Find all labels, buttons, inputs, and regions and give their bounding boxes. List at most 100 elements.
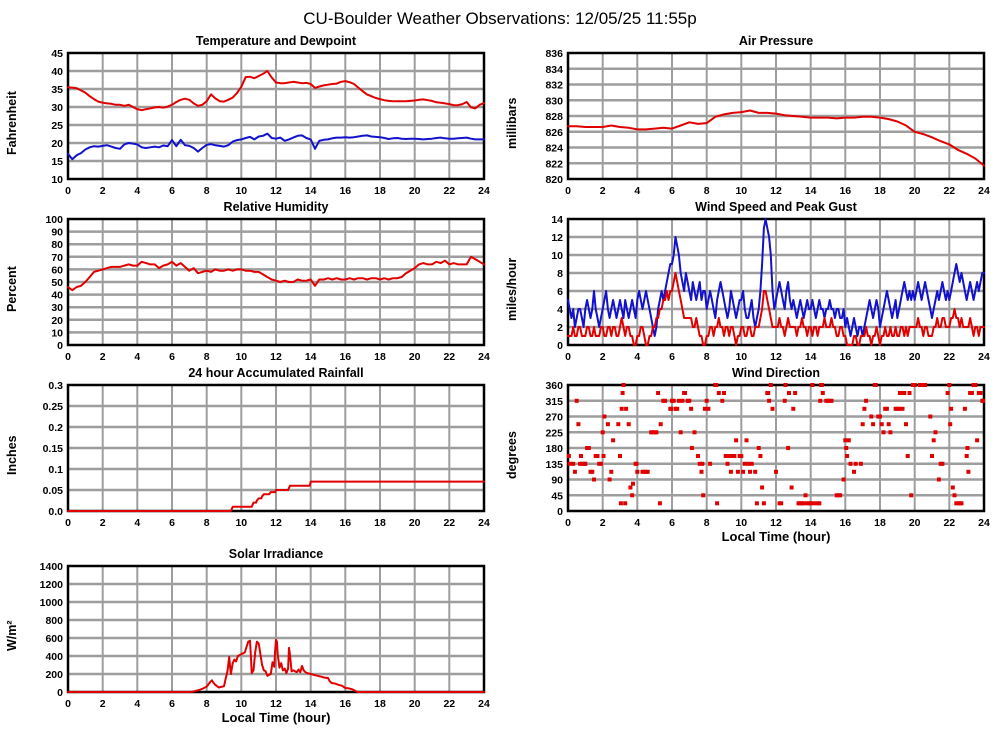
svg-text:360: 360	[545, 381, 563, 392]
svg-text:14: 14	[805, 351, 817, 363]
y-axis-label: Inches	[5, 435, 19, 475]
svg-text:22: 22	[443, 517, 455, 529]
solar-irradiance-plot: 0 2 4 6 8 10 12 14 16 18 20 22 240200400600800100012…	[40, 562, 490, 710]
svg-text:24: 24	[478, 185, 490, 197]
svg-text:90: 90	[51, 227, 63, 239]
chart-relative-humidity: Relative Humidity Percent 0 2 4 6 8 10 12 14 16 1…	[0, 199, 500, 363]
svg-text:6: 6	[669, 185, 675, 197]
chart-air-pressure: Air Pressure millibars 0 2 4 6 8 10 12 14 16 18 20…	[500, 33, 1000, 197]
svg-text:12: 12	[770, 351, 782, 363]
svg-text:22: 22	[443, 698, 455, 710]
svg-text:6: 6	[557, 286, 563, 298]
svg-text:24: 24	[978, 351, 990, 363]
svg-text:12: 12	[270, 517, 282, 529]
svg-text:20: 20	[409, 185, 421, 197]
svg-text:24: 24	[478, 698, 490, 710]
svg-text:4: 4	[134, 698, 140, 710]
svg-text:0: 0	[557, 340, 563, 352]
svg-text:830: 830	[545, 95, 563, 107]
svg-text:2: 2	[600, 351, 606, 363]
svg-text:0.3: 0.3	[48, 381, 63, 392]
svg-text:22: 22	[943, 517, 955, 529]
svg-text:24: 24	[478, 517, 490, 529]
svg-text:4: 4	[134, 185, 140, 197]
svg-text:822: 822	[545, 158, 563, 170]
svg-text:12: 12	[270, 351, 282, 363]
svg-text:45: 45	[51, 49, 63, 60]
svg-text:35: 35	[51, 84, 63, 96]
relative-humidity-plot: 0 2 4 6 8 10 12 14 16 18 20 22 240102030405060708090…	[45, 215, 490, 363]
svg-text:40: 40	[51, 290, 63, 302]
svg-text:12: 12	[770, 185, 782, 197]
svg-text:24: 24	[978, 517, 990, 529]
svg-text:10: 10	[735, 517, 747, 529]
y-axis-label: Percent	[5, 266, 19, 312]
svg-text:836: 836	[545, 49, 563, 60]
svg-text:0.25: 0.25	[43, 401, 64, 413]
svg-text:8: 8	[704, 517, 710, 529]
svg-text:4: 4	[634, 517, 640, 529]
svg-text:270: 270	[545, 412, 563, 424]
svg-text:80: 80	[51, 239, 63, 251]
svg-text:12: 12	[270, 185, 282, 197]
svg-text:834: 834	[545, 64, 563, 76]
svg-text:40: 40	[51, 66, 63, 78]
svg-text:20: 20	[409, 351, 421, 363]
y-axis-label: degrees	[505, 431, 519, 479]
chart-title: Temperature and Dewpoint	[195, 34, 357, 48]
svg-text:14: 14	[305, 351, 317, 363]
svg-text:90: 90	[551, 475, 563, 487]
svg-text:30: 30	[51, 102, 63, 114]
svg-text:15: 15	[51, 156, 63, 168]
svg-text:20: 20	[909, 517, 921, 529]
svg-text:2: 2	[100, 351, 106, 363]
svg-text:30: 30	[51, 302, 63, 314]
svg-text:10: 10	[235, 698, 247, 710]
svg-text:25: 25	[51, 120, 63, 132]
svg-text:0: 0	[57, 340, 63, 352]
svg-text:0: 0	[65, 351, 71, 363]
svg-text:0: 0	[65, 517, 71, 529]
svg-text:8: 8	[557, 268, 563, 280]
svg-text:8: 8	[704, 351, 710, 363]
svg-text:800: 800	[45, 615, 63, 627]
svg-text:6: 6	[169, 351, 175, 363]
svg-text:0: 0	[565, 351, 571, 363]
svg-text:22: 22	[943, 185, 955, 197]
svg-text:180: 180	[545, 443, 563, 455]
svg-text:12: 12	[770, 517, 782, 529]
x-axis-label: Local Time (hour)	[221, 710, 331, 725]
svg-text:20: 20	[909, 351, 921, 363]
svg-text:6: 6	[169, 185, 175, 197]
svg-text:8: 8	[204, 698, 210, 710]
chart-title: Solar Irradiance	[228, 547, 324, 561]
svg-text:0: 0	[565, 517, 571, 529]
svg-text:2: 2	[100, 698, 106, 710]
svg-text:20: 20	[409, 517, 421, 529]
svg-text:24: 24	[978, 185, 990, 197]
x-axis-label: Local Time (hour)	[721, 529, 831, 544]
svg-text:16: 16	[339, 517, 351, 529]
svg-text:14: 14	[305, 698, 317, 710]
svg-text:6: 6	[169, 698, 175, 710]
svg-text:18: 18	[374, 185, 386, 197]
y-axis-label: Fahrenheit	[5, 91, 19, 155]
svg-text:16: 16	[839, 517, 851, 529]
svg-text:16: 16	[339, 351, 351, 363]
svg-text:14: 14	[305, 517, 317, 529]
y-axis-label: miles/hour	[505, 257, 519, 321]
chart-wind-direction: Wind Direction degrees 0 2 4 6 8 10 12 14 16 18 20…	[500, 365, 1000, 544]
svg-text:14: 14	[551, 215, 563, 226]
svg-text:10: 10	[735, 351, 747, 363]
chart-title: Wind Direction	[731, 366, 821, 380]
chart-title: Relative Humidity	[223, 200, 329, 214]
svg-text:22: 22	[943, 351, 955, 363]
svg-text:100: 100	[45, 215, 63, 226]
svg-text:1200: 1200	[40, 579, 64, 591]
svg-text:6: 6	[169, 517, 175, 529]
svg-text:22: 22	[443, 185, 455, 197]
svg-text:315: 315	[545, 396, 563, 408]
svg-text:2: 2	[100, 185, 106, 197]
